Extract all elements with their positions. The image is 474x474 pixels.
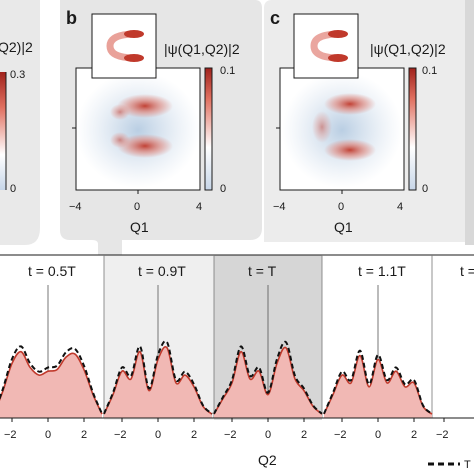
bottom-tick-label: −2 bbox=[4, 429, 17, 441]
panel-b-letter: b bbox=[66, 8, 77, 28]
panel-c-inset bbox=[293, 13, 359, 79]
panel-b-heatmap bbox=[76, 72, 200, 188]
bottom-tick-label: −2 bbox=[224, 429, 237, 441]
panel-b-xtick-neg4: −4 bbox=[69, 201, 82, 213]
theory-line bbox=[213, 340, 323, 415]
time-label: t = 1.1T bbox=[358, 263, 406, 279]
panel-a: Q2)|2 0.3 0 bbox=[0, 39, 33, 195]
density-area bbox=[104, 346, 212, 418]
density-area bbox=[214, 347, 322, 418]
panel-c-cbar-min: 0 bbox=[422, 183, 428, 195]
panel-b-cbar-max: 0.1 bbox=[220, 65, 235, 77]
time-label: t = 0.5T bbox=[28, 263, 76, 279]
bottom-tick-label: 2 bbox=[191, 429, 197, 441]
panel-a-card bbox=[0, 0, 40, 245]
panel-a-cbar-max: 0.3 bbox=[10, 69, 25, 81]
bottom-tick-label: 0 bbox=[265, 429, 271, 441]
density-area bbox=[0, 351, 102, 418]
density-line bbox=[0, 350, 103, 415]
panel-c-xtick-4: 4 bbox=[397, 201, 403, 213]
panel-c-xtick-0: 0 bbox=[338, 201, 344, 213]
bottom-tick-label: 2 bbox=[301, 429, 307, 441]
legend-fragment: T bbox=[464, 459, 471, 471]
panel-a-colorbar bbox=[0, 72, 6, 190]
time-label: t = T bbox=[248, 263, 277, 279]
bottom-tick-label: 2 bbox=[81, 429, 87, 441]
time-label: t = 1.5 bbox=[460, 263, 474, 279]
panel-b-xtick-0: 0 bbox=[134, 201, 140, 213]
density-line bbox=[323, 354, 433, 415]
panel-b-xlabel: Q1 bbox=[130, 219, 149, 235]
panel-c-letter: c bbox=[270, 8, 280, 28]
bottom-tick-label: 0 bbox=[375, 429, 381, 441]
panel-c-heatmap bbox=[282, 72, 402, 188]
panel-d-card bbox=[465, 0, 474, 245]
bottom-strip: t = 0.5T t = 0.9T t = T t = 1.1T t = 1.5 −2 0 2… bbox=[0, 254, 474, 471]
panel-b-cbar-min: 0 bbox=[220, 183, 226, 195]
time-label: t = 0.9T bbox=[138, 263, 186, 279]
bottom-tick-label: 2 bbox=[411, 429, 417, 441]
panel-a-cbar-min: 0 bbox=[10, 183, 16, 195]
panel-c: c |ψ(Q1,Q2)|2 0.1 0 −4 0 4 Q1 bbox=[270, 8, 446, 235]
density-line bbox=[103, 346, 213, 415]
panel-b-xtick-4: 4 bbox=[196, 201, 202, 213]
bottom-xlabel: Q2 bbox=[258, 452, 277, 468]
panel-c-xtick-neg4: −4 bbox=[273, 201, 286, 213]
panel-b: b |ψ(Q1,Q2)|2 0.1 0 −4 0 4 Q1 bbox=[66, 8, 240, 235]
bottom-tick-label: −2 bbox=[334, 429, 347, 441]
density-area bbox=[324, 355, 432, 418]
panel-b-cbar-label: |ψ(Q1,Q2)|2 bbox=[164, 41, 240, 57]
panel-b-inset bbox=[91, 13, 157, 79]
panel-a-cbar-label: Q2)|2 bbox=[0, 39, 33, 55]
theory-line bbox=[103, 340, 213, 415]
bottom-tick-label: 0 bbox=[45, 429, 51, 441]
panel-c-xlabel: Q1 bbox=[334, 219, 353, 235]
theory-line bbox=[0, 345, 103, 415]
bottom-tick-label: −2 bbox=[436, 429, 449, 441]
bottom-tick-label: 0 bbox=[155, 429, 161, 441]
bottom-tick-label: −2 bbox=[114, 429, 127, 441]
panel-c-colorbar bbox=[409, 68, 416, 190]
panel-c-cbar-label: |ψ(Q1,Q2)|2 bbox=[370, 41, 446, 57]
panel-c-cbar-max: 0.1 bbox=[422, 65, 437, 77]
panel-b-colorbar bbox=[205, 68, 212, 190]
